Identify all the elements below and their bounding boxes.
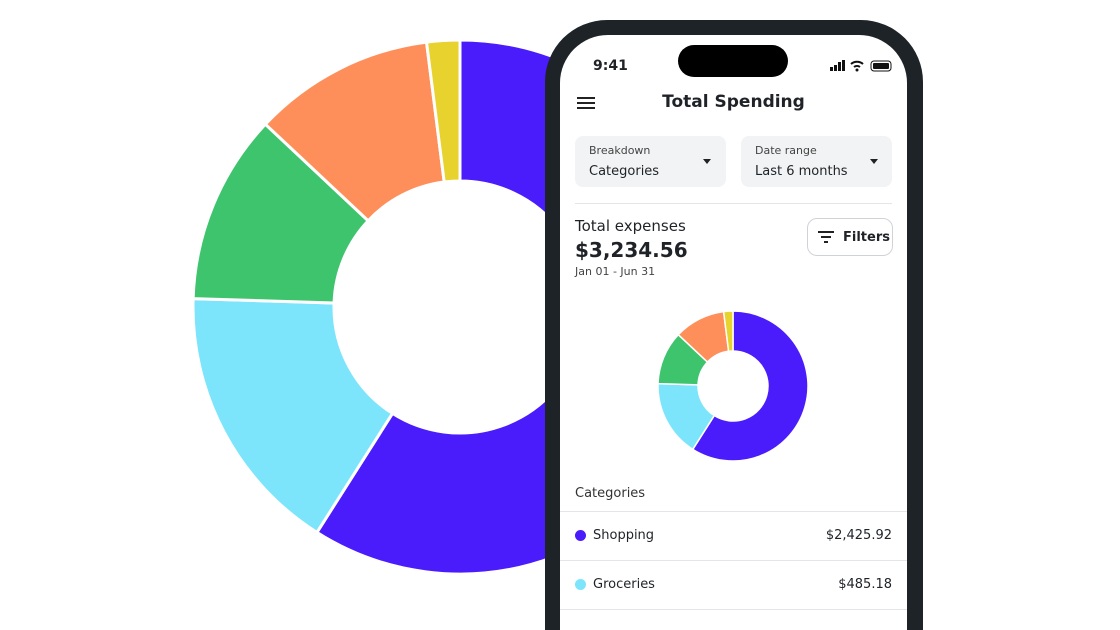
category-amount: $485.18 <box>838 577 892 592</box>
dropdown-label: Date range <box>755 144 817 157</box>
divider <box>575 203 892 204</box>
spending-donut <box>657 310 809 462</box>
donut-slice <box>722 310 734 353</box>
divider <box>560 511 907 512</box>
dropdown-label: Breakdown <box>589 144 651 157</box>
category-name: Shopping <box>593 528 655 543</box>
category-dot <box>575 579 586 590</box>
category-dot <box>575 530 586 541</box>
category-row[interactable]: Groceries $485.18 <box>560 560 907 610</box>
summary-label: Total expenses <box>575 217 686 235</box>
donut-slice <box>191 297 395 535</box>
filter-icon <box>818 231 834 243</box>
page-title: Total Spending <box>662 92 805 112</box>
dropdown-value: Last 6 months <box>755 164 848 179</box>
status-icons <box>830 60 892 72</box>
donut-slice <box>424 38 462 184</box>
categories-title: Categories <box>575 486 646 501</box>
dynamic-island <box>678 45 788 77</box>
category-name: Groceries <box>593 577 655 592</box>
summary-period: Jan 01 - Jun 31 <box>575 265 656 278</box>
caret <box>703 159 711 164</box>
filters-button-label: Filters <box>843 230 890 245</box>
status-time: 9:41 <box>593 58 628 74</box>
category-row[interactable]: Shopping $2,425.92 <box>560 511 907 561</box>
filters-button[interactable]: Filters <box>807 218 893 256</box>
date-range-dropdown[interactable]: Date range Last 6 months <box>741 136 892 187</box>
caret <box>870 159 878 164</box>
breakdown-dropdown[interactable]: Breakdown Categories <box>575 136 726 187</box>
divider <box>560 560 907 561</box>
divider <box>560 609 907 610</box>
category-amount: $2,425.92 <box>825 528 892 543</box>
phone-screen: 9:41 Total Spending Breakdown Categories… <box>560 35 907 630</box>
menu-button[interactable] <box>577 96 595 110</box>
donut-slice <box>191 122 371 305</box>
summary-amount: $3,234.56 <box>575 238 688 262</box>
donut-slice <box>691 310 809 462</box>
dropdown-value: Categories <box>589 164 660 179</box>
